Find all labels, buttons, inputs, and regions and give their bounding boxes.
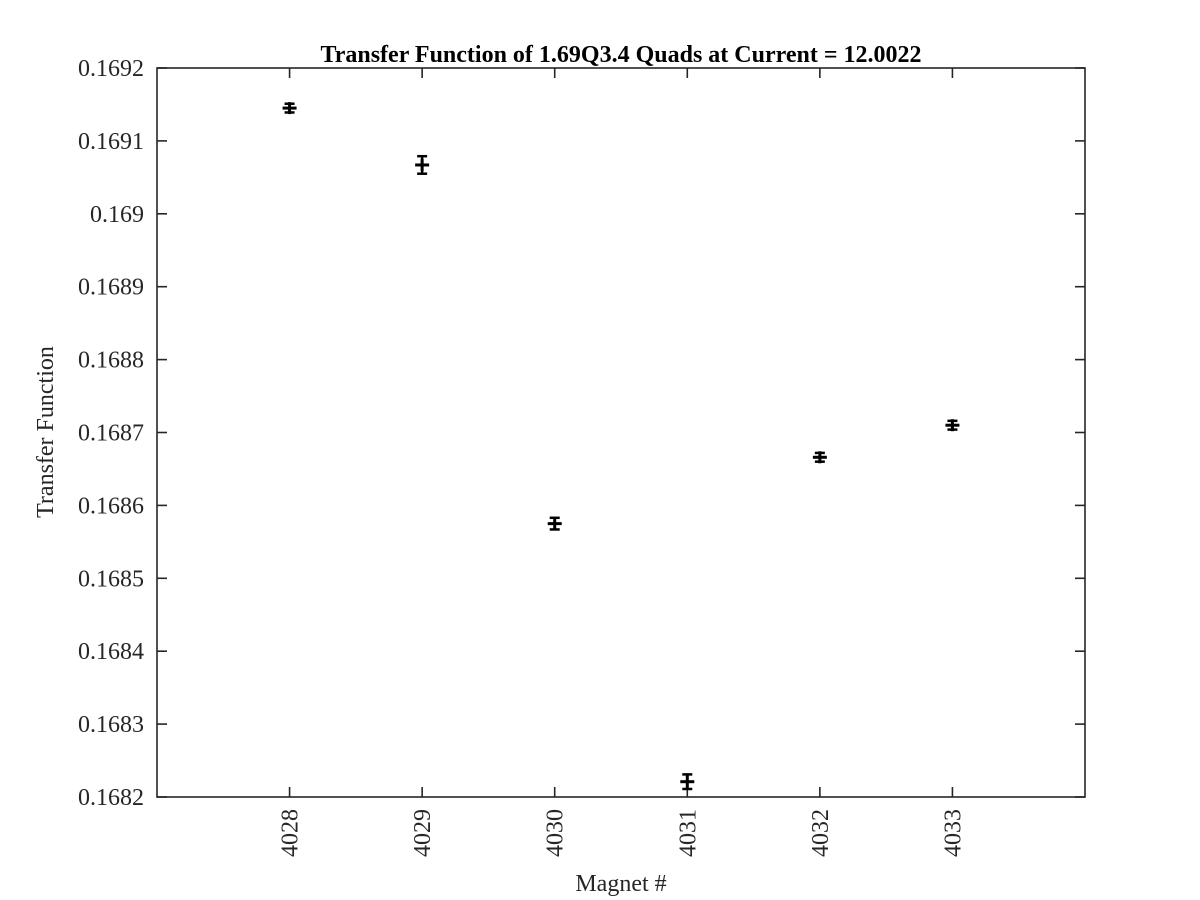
- chart-title: Transfer Function of 1.69Q3.4 Quads at C…: [320, 42, 921, 68]
- x-tick-label: 4031: [675, 809, 701, 857]
- y-tick-label: 0.1689: [78, 275, 144, 301]
- x-axis-label: Magnet #: [575, 871, 666, 897]
- y-tick-label: 0.169: [90, 202, 144, 228]
- plot-frame: [156, 67, 1086, 798]
- y-tick-label: 0.1686: [78, 493, 144, 519]
- data-point: [945, 419, 960, 432]
- data-point: [812, 451, 827, 464]
- x-tick-label: 4028: [278, 809, 304, 857]
- plot-area: [157, 68, 1085, 797]
- y-tick-label: 0.1687: [78, 421, 144, 447]
- x-tick-label: 4032: [808, 809, 834, 857]
- x-tick-label: 4029: [410, 809, 436, 857]
- y-tick-label: 0.1692: [78, 56, 144, 82]
- y-tick-label: 0.1683: [78, 712, 144, 738]
- data-point: [282, 102, 297, 115]
- y-tick-label: 0.1685: [78, 566, 144, 592]
- data-point: [547, 516, 562, 531]
- x-tick-label: 4033: [940, 809, 966, 857]
- y-axis-label: Transfer Function: [33, 346, 59, 518]
- data-point: [415, 154, 430, 175]
- x-tick-label: 4030: [543, 809, 569, 857]
- marks-layer: [282, 102, 960, 791]
- data-point: [680, 773, 695, 791]
- ticks-layer: 0.1682 0.1683 0.1684 0.1685 0.1686 0.1687 0.16…: [78, 56, 1085, 857]
- y-tick-label: 0.1691: [78, 129, 144, 155]
- y-tick-label: 0.1684: [78, 639, 144, 665]
- y-tick-label: 0.1688: [78, 348, 144, 374]
- y-tick-label: 0.1682: [78, 785, 144, 811]
